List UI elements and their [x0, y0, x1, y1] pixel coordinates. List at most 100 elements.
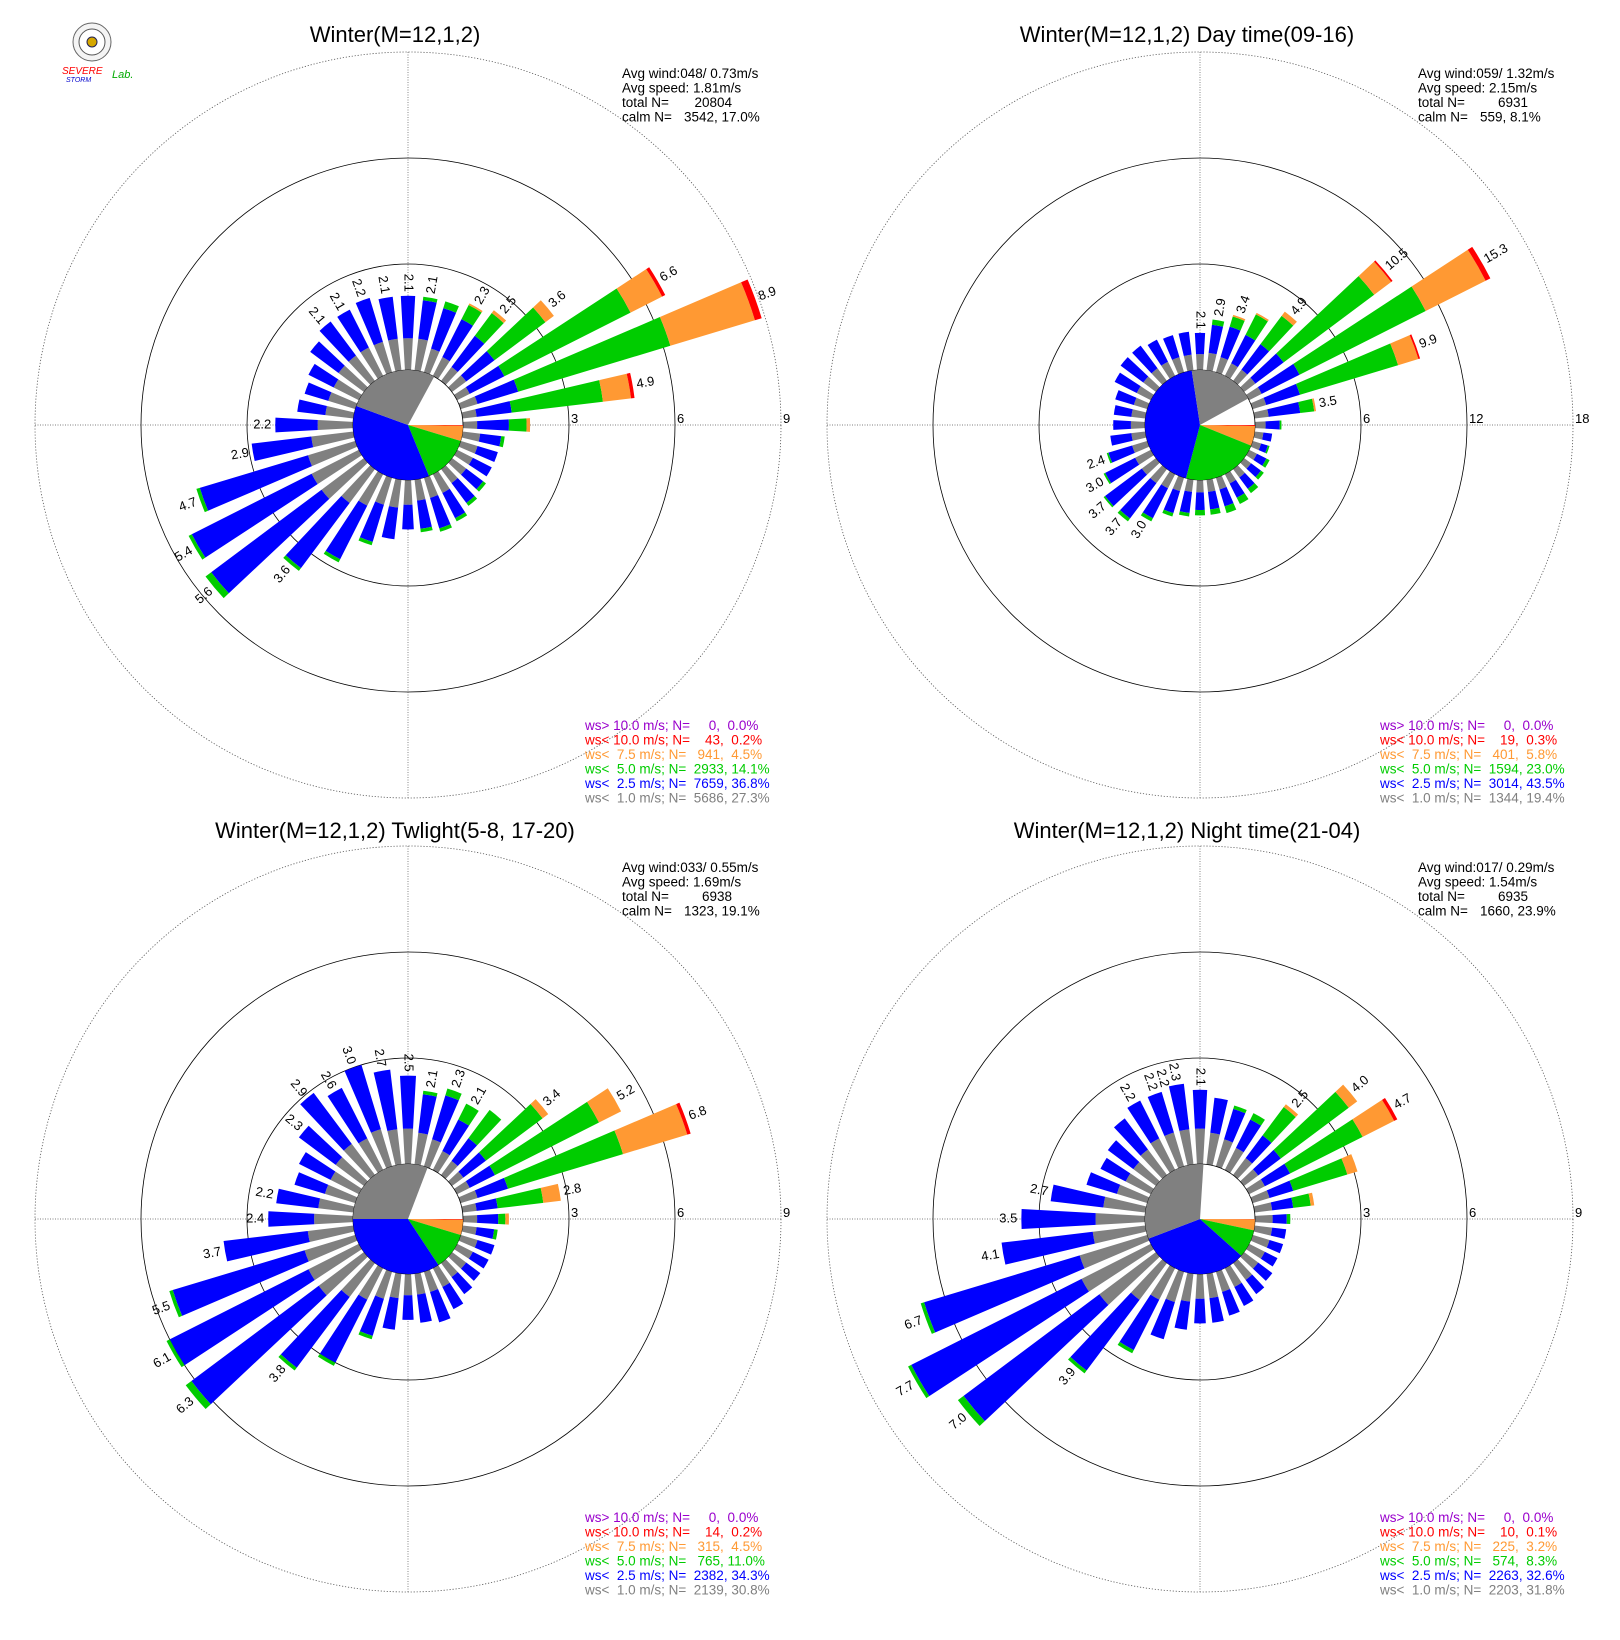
legend-entry: ws< 10.0 m/s; N= 43, 0.2%: [584, 733, 762, 748]
severe-storm-lab-logo-icon: SEVERE STORM Lab.: [62, 22, 133, 84]
direction-bar: [1113, 420, 1146, 430]
bar-value-label: 2.2: [253, 416, 271, 431]
direction-bar: [454, 449, 492, 477]
direction-bar: [185, 1251, 368, 1410]
bar-segment-gray: [307, 440, 358, 467]
bar-segment-gray: [333, 379, 362, 401]
bar-segment-green: [957, 1395, 985, 1426]
bar-segment-blue: [1246, 463, 1262, 478]
bar-segment-gray: [308, 1243, 362, 1281]
direction-bar: [205, 457, 368, 599]
direction-bar: [1250, 1234, 1284, 1254]
bar-segment-gray: [1194, 1128, 1206, 1165]
bar-segment-green: [1279, 420, 1282, 430]
bar-value-label: 2.5: [1288, 1087, 1311, 1110]
direction-bar: [1215, 1269, 1240, 1316]
bar-value-label: 3.5: [999, 1210, 1017, 1225]
bar-segment-blue: [1070, 1292, 1140, 1371]
direction-bar: [1163, 335, 1185, 375]
bar-segment-blue: [308, 363, 339, 388]
bar-segment-gray: [1250, 397, 1267, 410]
bar-segment-gray: [1253, 1202, 1273, 1213]
bar-segment-gray: [432, 1150, 450, 1173]
bar-segment-green: [455, 512, 468, 522]
bar-segment-blue: [465, 1165, 495, 1188]
wind-rose-panel: Winter(M=12,1,2) 3 6 9 2.1 2.3 2.5 3.6 6.6 8.9 4.9…: [34, 22, 790, 806]
calm-pie: [1144, 369, 1256, 481]
bar-segment-blue: [1132, 345, 1158, 374]
bar-segment-gray: [1161, 471, 1176, 489]
bar-segment-green: [1233, 1105, 1247, 1114]
legend-entry: ws< 10.0 m/s; N= 19, 0.3%: [1379, 733, 1557, 748]
bar-segment-gray: [454, 1181, 470, 1195]
bar-segment-green: [1117, 510, 1131, 522]
bar-segment-blue: [1258, 443, 1268, 453]
bar-segment-gray: [1224, 1147, 1244, 1173]
bar-segment-orange: [540, 1183, 561, 1203]
calm-slice: [1185, 425, 1252, 480]
direction-bar: [304, 382, 358, 410]
bar-segment-green: [1210, 507, 1221, 515]
bar-segment-orange: [1352, 1099, 1395, 1137]
legend-entry: ws< 5.0 m/s; N= 574, 8.3%: [1379, 1554, 1557, 1569]
bar-segment-blue: [359, 501, 384, 542]
bar-segment-green: [476, 481, 486, 492]
bar-value-label: 2.6: [318, 1068, 340, 1091]
direction-bar: [1215, 314, 1246, 375]
bar-segment-blue: [1192, 1089, 1208, 1129]
direction-bar: [319, 321, 376, 385]
bar-segment-green: [1245, 314, 1268, 341]
bar-segment-green: [1262, 1107, 1296, 1143]
bar-segment-green: [358, 537, 373, 546]
direction-bar: [1050, 1184, 1147, 1213]
direction-bar: [1168, 1083, 1194, 1166]
bar-value-label: 15.3: [1481, 240, 1510, 266]
bar-segment-gray: [1250, 1190, 1270, 1204]
bar-segment-blue: [344, 1064, 381, 1133]
bar-segment-orange: [468, 303, 483, 313]
direction-bar: [461, 431, 505, 448]
bar-segment-green: [1250, 1113, 1265, 1126]
bar-value-label: 10.5: [1382, 245, 1411, 273]
ring-label: 9: [1575, 1205, 1582, 1220]
bar-segment-blue: [418, 300, 437, 341]
bar-value-label: 3.0: [1128, 518, 1150, 541]
ring-label: 12: [1469, 411, 1483, 426]
direction-bar: [440, 1259, 473, 1295]
calm-slice: [1191, 370, 1249, 425]
bar-segment-blue: [1266, 1180, 1294, 1198]
bar-segment-green: [1068, 1356, 1087, 1374]
bar-segment-blue: [1260, 1163, 1291, 1187]
bar-segment-green: [920, 1302, 936, 1334]
logo-text-top: SEVERE: [62, 66, 103, 77]
bar-segment-blue: [475, 1227, 495, 1239]
direction-bar: [1253, 1192, 1315, 1213]
panel-title: Winter(M=12,1,2): [310, 22, 481, 47]
direction-bar: [454, 1243, 489, 1269]
direction-bar: [1215, 475, 1237, 514]
direction-bar: [440, 1109, 502, 1179]
bar-segment-gray: [423, 348, 440, 375]
legend-entry: ws< 1.0 m/s; N= 5686, 27.3%: [584, 791, 770, 806]
bar-value-label: 2.1: [402, 274, 417, 292]
bar-segment-gray: [328, 392, 358, 410]
bar-segment-blue: [1252, 1262, 1273, 1281]
bar-segment-blue: [381, 506, 399, 540]
legend-entry: ws< 7.5 m/s; N= 225, 3.2%: [1379, 1539, 1557, 1554]
bar-segment-gray: [454, 1243, 473, 1259]
bar-value-label: 7.0: [946, 1409, 969, 1432]
bar-segment-blue: [1257, 363, 1300, 394]
bar-segment-gray: [1150, 1138, 1176, 1173]
bar-segment-blue: [924, 1255, 1085, 1333]
bar-segment-gray: [1240, 1251, 1259, 1269]
bar-segment-gray: [1232, 1157, 1253, 1179]
bar-segment-green: [317, 1353, 336, 1366]
bar-segment-blue: [430, 1289, 451, 1323]
bar-segment-gray: [403, 479, 413, 505]
bar-segment-gray: [1164, 1132, 1185, 1169]
bar-segment-gray: [1224, 471, 1236, 484]
direction-bar: [462, 1213, 509, 1225]
bar-segment-gray: [330, 1171, 362, 1195]
legend-entry: ws< 5.0 m/s; N= 765, 11.0%: [584, 1554, 765, 1569]
bar-segment-blue: [276, 1188, 321, 1209]
